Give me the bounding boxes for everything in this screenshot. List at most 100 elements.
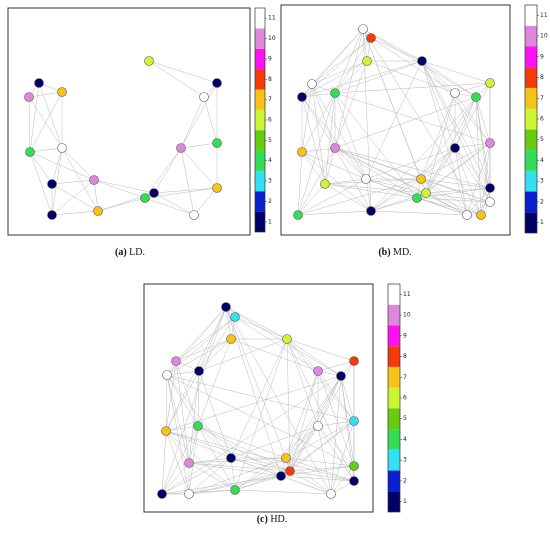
edge <box>475 96 491 144</box>
panel-frame <box>280 4 511 236</box>
edge <box>297 210 372 216</box>
edge <box>280 375 342 477</box>
edge <box>93 179 99 212</box>
edge <box>166 374 232 459</box>
edge <box>175 316 236 362</box>
node <box>184 458 194 468</box>
edge <box>193 187 218 216</box>
edge <box>234 475 282 491</box>
edge <box>285 425 319 459</box>
edge <box>301 147 336 153</box>
node <box>485 183 495 193</box>
edge <box>144 197 195 216</box>
colorbar-segment <box>525 46 537 68</box>
edge <box>161 425 199 495</box>
colorbar-tick-label: 6 <box>540 116 544 123</box>
node <box>162 370 172 380</box>
colorbar-tick-label: 11 <box>268 15 276 22</box>
node <box>336 371 346 381</box>
edge <box>51 179 95 185</box>
edge <box>180 147 195 216</box>
node <box>349 356 359 366</box>
edge <box>197 425 232 459</box>
edge <box>317 425 355 467</box>
edge <box>334 60 423 94</box>
edge <box>188 370 200 464</box>
edge <box>301 151 367 180</box>
node <box>476 210 486 220</box>
edge <box>454 96 477 149</box>
colorbar-tick-label: 7 <box>268 96 272 103</box>
colorbar-segment <box>255 89 265 110</box>
edge <box>289 425 319 472</box>
edge <box>311 83 326 185</box>
colorbar-segment <box>388 491 400 512</box>
colorbar-tick-label: 1 <box>403 498 407 505</box>
colorbar-frame <box>387 283 401 513</box>
edge <box>234 338 288 491</box>
node <box>226 334 236 344</box>
edge <box>188 457 232 495</box>
edge <box>161 462 190 495</box>
edge <box>334 60 368 94</box>
colorbar-segment <box>525 108 537 130</box>
edge <box>148 60 205 98</box>
node <box>34 78 44 88</box>
colorbar-segment <box>525 212 537 233</box>
edge <box>334 147 418 199</box>
edge <box>180 147 218 189</box>
node <box>144 56 154 66</box>
colorbar-segment <box>255 170 265 192</box>
colorbar-segment <box>255 150 265 171</box>
edge <box>362 28 368 62</box>
edge <box>421 60 456 149</box>
edge <box>230 338 319 372</box>
node <box>349 416 359 426</box>
edge <box>198 306 227 372</box>
edge <box>28 96 63 149</box>
colorbar-tick-label: 9 <box>268 55 272 62</box>
edge <box>29 82 40 153</box>
colorbar-tick-label: 1 <box>268 218 272 225</box>
node <box>282 334 292 344</box>
edge <box>234 489 332 495</box>
edge <box>197 370 200 427</box>
edge <box>280 475 355 482</box>
node <box>230 312 240 322</box>
edge <box>324 92 336 185</box>
edge <box>165 375 342 432</box>
edge <box>334 92 491 144</box>
node <box>450 143 460 153</box>
panel: 1 2 3 4 5 6 7 8 9 10 11 (c) HD. <box>143 283 411 525</box>
edge <box>334 37 372 94</box>
edge <box>330 420 355 495</box>
edge <box>161 306 227 495</box>
node <box>157 489 167 499</box>
edge <box>225 306 287 459</box>
edge <box>297 92 336 216</box>
edge <box>165 430 190 464</box>
node <box>89 175 99 185</box>
edge <box>421 60 477 98</box>
colorbar-segment <box>255 48 265 70</box>
edge <box>324 147 336 185</box>
colorbar-tick-label: 5 <box>268 137 272 144</box>
colorbar-tick-label: 4 <box>403 436 407 443</box>
edge <box>421 60 491 144</box>
edge <box>425 92 456 194</box>
edge <box>324 183 418 199</box>
node <box>361 174 371 184</box>
edge <box>166 316 236 376</box>
node <box>281 453 291 463</box>
edge <box>165 430 190 495</box>
edge <box>188 457 287 464</box>
colorbar-tick-label: 8 <box>540 74 544 81</box>
edge <box>166 374 190 464</box>
edge <box>203 96 218 144</box>
caption: (c) HD. <box>257 514 288 525</box>
caption-text: HD. <box>270 514 287 525</box>
edge <box>334 92 367 180</box>
colorbar-segment <box>388 470 400 492</box>
colorbar-segment <box>388 366 400 388</box>
